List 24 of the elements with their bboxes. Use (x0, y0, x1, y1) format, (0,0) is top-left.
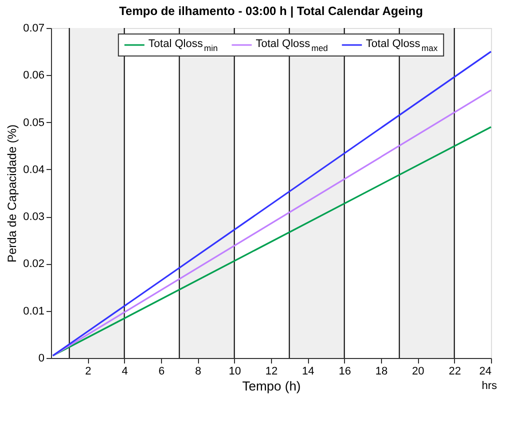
x-tick-label: 16 (338, 366, 351, 378)
chart-title: Tempo de ilhamento - 03:00 h | Total Calendar Ageing (119, 4, 423, 18)
x-tick-label: 10 (228, 366, 241, 378)
y-tick-label: 0 (38, 352, 44, 364)
y-tick-label: 0.05 (23, 116, 44, 129)
x-axis-title: Tempo (h) (242, 378, 301, 394)
y-axis-title: Perda de Capacidade (%) (5, 124, 20, 263)
x-tick-label: 22 (448, 366, 461, 378)
x-tick-label: 14 (302, 366, 314, 378)
x-tick-label: 6 (158, 366, 165, 378)
x-tick-label: 20 (412, 366, 424, 378)
x-tick-label: 4 (122, 366, 128, 378)
x-tick-label: 12 (265, 366, 278, 378)
y-tick-label: 0.07 (23, 22, 44, 34)
x-tick-label: 18 (375, 366, 388, 378)
x-tick-label: 2 (85, 366, 92, 378)
x-tick-label: 24 (479, 366, 492, 378)
y-tick-label: 0.01 (23, 305, 44, 318)
text: hrs (482, 380, 498, 392)
y-tick-label: 0.06 (23, 70, 44, 82)
y-tick-label: 0.03 (23, 211, 44, 224)
x-tick-label: 8 (195, 366, 202, 378)
y-tick-label: 0.02 (23, 258, 44, 270)
y-tick-label: 0.04 (23, 164, 44, 176)
